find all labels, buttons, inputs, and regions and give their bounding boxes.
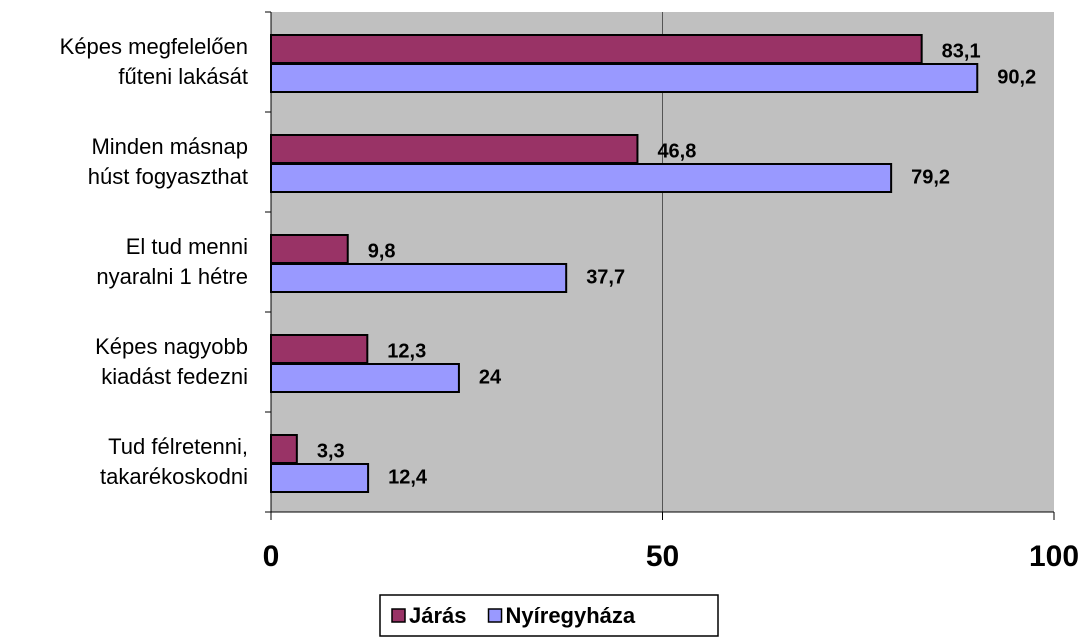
value-label: 24 bbox=[479, 366, 502, 388]
category-label: húst fogyaszthat bbox=[88, 164, 248, 189]
value-label: 83,1 bbox=[942, 40, 981, 62]
x-tick-label: 0 bbox=[263, 540, 280, 573]
bar bbox=[270, 134, 639, 164]
bar bbox=[270, 263, 568, 293]
legend-label: Nyíregyháza bbox=[506, 603, 636, 628]
category-label: fűteni lakását bbox=[118, 64, 248, 89]
legend-swatch bbox=[487, 608, 503, 623]
category-label: Tud félretenni, bbox=[108, 434, 248, 459]
value-label: 9,8 bbox=[368, 240, 396, 262]
legend-swatch bbox=[391, 608, 406, 623]
category-label: Képes megfelelően bbox=[60, 34, 248, 59]
legend-box bbox=[379, 594, 719, 637]
bar bbox=[270, 163, 893, 193]
bar bbox=[270, 463, 370, 493]
category-label: nyaralni 1 hétre bbox=[96, 264, 248, 289]
value-label: 12,4 bbox=[388, 466, 428, 488]
category-label: takarékoskodni bbox=[100, 464, 248, 489]
x-tick-label: 50 bbox=[646, 540, 679, 573]
bar bbox=[270, 63, 979, 93]
value-label: 90,2 bbox=[997, 66, 1036, 88]
category-label: Képes nagyobb bbox=[95, 334, 248, 359]
value-label: 3,3 bbox=[317, 440, 345, 462]
category-label: El tud menni bbox=[126, 234, 248, 259]
bar bbox=[270, 234, 349, 264]
bar bbox=[270, 334, 369, 364]
bar bbox=[270, 34, 923, 64]
category-label: Minden másnap bbox=[91, 134, 248, 159]
value-label: 37,7 bbox=[586, 266, 625, 288]
value-label: 79,2 bbox=[911, 166, 950, 188]
bar bbox=[270, 363, 460, 393]
value-label: 12,3 bbox=[387, 340, 426, 362]
bar bbox=[270, 434, 298, 464]
value-label: 46,8 bbox=[657, 140, 696, 162]
legend-label: Járás bbox=[409, 603, 467, 628]
x-tick-label: 100 bbox=[1029, 540, 1079, 573]
category-label: kiadást fedezni bbox=[101, 364, 248, 389]
